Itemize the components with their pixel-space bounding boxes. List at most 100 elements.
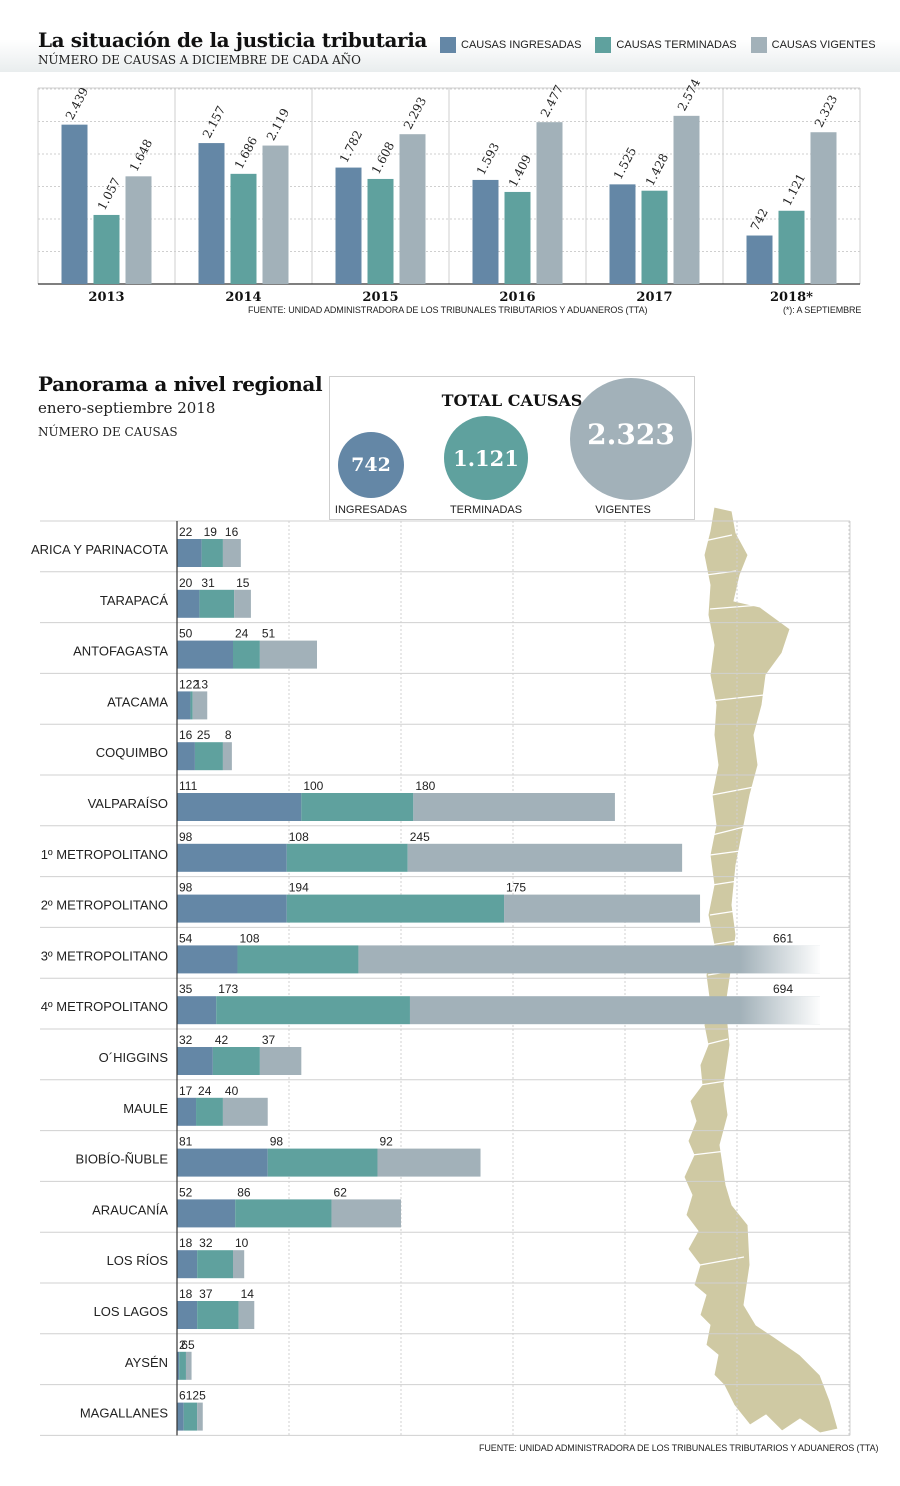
segment-vigentes: [407, 843, 683, 872]
segment-vigentes: [185, 1351, 192, 1380]
segment-terminadas: [237, 945, 359, 974]
segment-value-label: 12: [179, 677, 193, 691]
legend: CAUSAS INGRESADAS CAUSAS TERMINADAS CAUS…: [440, 37, 890, 53]
segment-value-label: 108: [239, 931, 259, 945]
bar-causas-ingresadas-2014: [198, 143, 225, 284]
segment-value-label: 661: [773, 931, 793, 945]
segment-value-label: 180: [415, 779, 435, 793]
segment-ingresadas: [177, 945, 238, 974]
segment-value-label: 194: [289, 881, 309, 895]
segment-vigentes: [192, 691, 208, 720]
segment-terminadas: [235, 1199, 332, 1228]
segment-ingresadas: [177, 894, 287, 923]
segment-value-label: 37: [199, 1287, 213, 1301]
segment-ingresadas: [177, 1402, 184, 1431]
segment-value-label: 8: [225, 728, 232, 742]
chile-map-shape: [683, 506, 839, 1434]
region-label: LOS RÍOS: [107, 1253, 169, 1268]
segment-value-label: 6: [181, 1338, 188, 1352]
total-vigentes-label: VIGENTES: [595, 504, 651, 516]
segment-ingresadas: [177, 793, 302, 821]
legend-swatch-terminadas: [595, 37, 612, 53]
segment-vigentes: [377, 1148, 481, 1177]
segment-value-label: 14: [241, 1287, 255, 1301]
region-label: ANTOFAGASTA: [73, 644, 168, 659]
segment-value-label: 108: [289, 830, 309, 844]
segment-value-label: 2: [179, 1338, 186, 1352]
segment-ingresadas: [177, 1097, 197, 1126]
regional-unit: NÚMERO DE CAUSAS: [38, 425, 178, 439]
bar-causas-ingresadas-2015: [335, 167, 362, 284]
x-tick-label: 2013: [88, 290, 124, 305]
segment-terminadas: [216, 996, 410, 1025]
region-label: 3º METROPOLITANO: [41, 948, 168, 963]
segment-ingresadas: [177, 1301, 198, 1329]
segment-ingresadas: [177, 843, 287, 872]
segment-value-label: 19: [204, 525, 218, 539]
segment-value-label: 173: [218, 982, 238, 996]
segment-value-label: 175: [506, 881, 526, 895]
region-label: ATACAMA: [107, 694, 168, 709]
total-ingresadas-circle: 742: [338, 432, 404, 498]
segment-vigentes: [413, 793, 615, 821]
region-label: VALPARAÍSO: [88, 796, 168, 811]
segment-ingresadas: [177, 1047, 213, 1075]
segment-value-label: 20: [179, 576, 193, 590]
segment-vigentes: [331, 1199, 401, 1228]
segment-value-label: 12: [186, 1389, 200, 1403]
segment-terminadas: [301, 793, 414, 821]
segment-value-label: 17: [179, 1084, 193, 1098]
segment-terminadas: [197, 1301, 239, 1329]
regional-subtitle: enero-septiembre 2018: [38, 399, 216, 417]
x-tick-label: 2018*: [770, 290, 813, 305]
total-terminadas-circle: 1.121: [444, 416, 528, 500]
region-label: MAULE: [123, 1101, 168, 1116]
segment-value-label: 694: [773, 982, 793, 996]
segment-value-label: 62: [334, 1185, 348, 1199]
yearly-bar-chart: 2.4391.0571.64820132.1571.6862.11920141.…: [37, 76, 861, 305]
segment-value-label: 100: [303, 779, 323, 793]
x-tick-label: 2017: [636, 290, 672, 305]
segment-value-label: 24: [235, 627, 249, 641]
segment-ingresadas: [177, 996, 217, 1025]
bar-causas-vigentes-2016: [536, 122, 563, 284]
segment-terminadas: [267, 1148, 378, 1177]
segment-value-label: 2: [192, 677, 199, 691]
bar-causas-vigentes-2013: [125, 176, 152, 284]
segment-value-label: 42: [215, 1033, 229, 1047]
segment-value-label: 32: [179, 1033, 193, 1047]
segment-ingresadas: [177, 691, 191, 720]
header-band: [0, 0, 900, 72]
segment-value-label: 98: [179, 881, 193, 895]
segment-value-label: 40: [225, 1084, 239, 1098]
legend-swatch-vigentes: [750, 37, 767, 53]
segment-ingresadas: [177, 539, 202, 567]
segment-terminadas: [190, 691, 193, 720]
segment-vigentes: [222, 742, 232, 771]
segment-value-label: 15: [236, 576, 250, 590]
source-bottom: FUENTE: UNIDAD ADMINISTRADORA DE LOS TRI…: [479, 1443, 879, 1453]
bar-causas-terminadas-2014: [230, 173, 257, 284]
legend-label-ingresadas: CAUSAS INGRESADAS: [461, 39, 582, 51]
segment-vigentes: [234, 589, 251, 618]
segment-terminadas: [233, 640, 260, 669]
segment-terminadas: [286, 843, 408, 872]
legend-item-ingresadas: CAUSAS INGRESADAS: [440, 37, 581, 53]
segment-value-label: 81: [179, 1135, 193, 1149]
source-top: FUENTE: UNIDAD ADMINISTRADORA DE LOS TRI…: [248, 305, 648, 315]
segment-ingresadas: [177, 1250, 198, 1279]
total-vigentes-circle: 2.323: [570, 378, 692, 500]
segment-value-label: 245: [410, 830, 430, 844]
region-label: 4º METROPOLITANO: [41, 999, 168, 1014]
segment-ingresadas: [177, 742, 195, 771]
segment-terminadas: [183, 1402, 198, 1431]
segment-value-label: 98: [270, 1135, 284, 1149]
segment-value-label: 5: [188, 1338, 195, 1352]
bar-causas-terminadas-2017: [641, 190, 668, 284]
region-label: COQUIMBO: [96, 745, 168, 760]
segment-vigentes: [233, 1250, 245, 1279]
bar-causas-terminadas-2015: [367, 178, 394, 284]
total-vigentes-value: 2.323: [587, 417, 675, 451]
segment-vigentes: [238, 1301, 255, 1329]
